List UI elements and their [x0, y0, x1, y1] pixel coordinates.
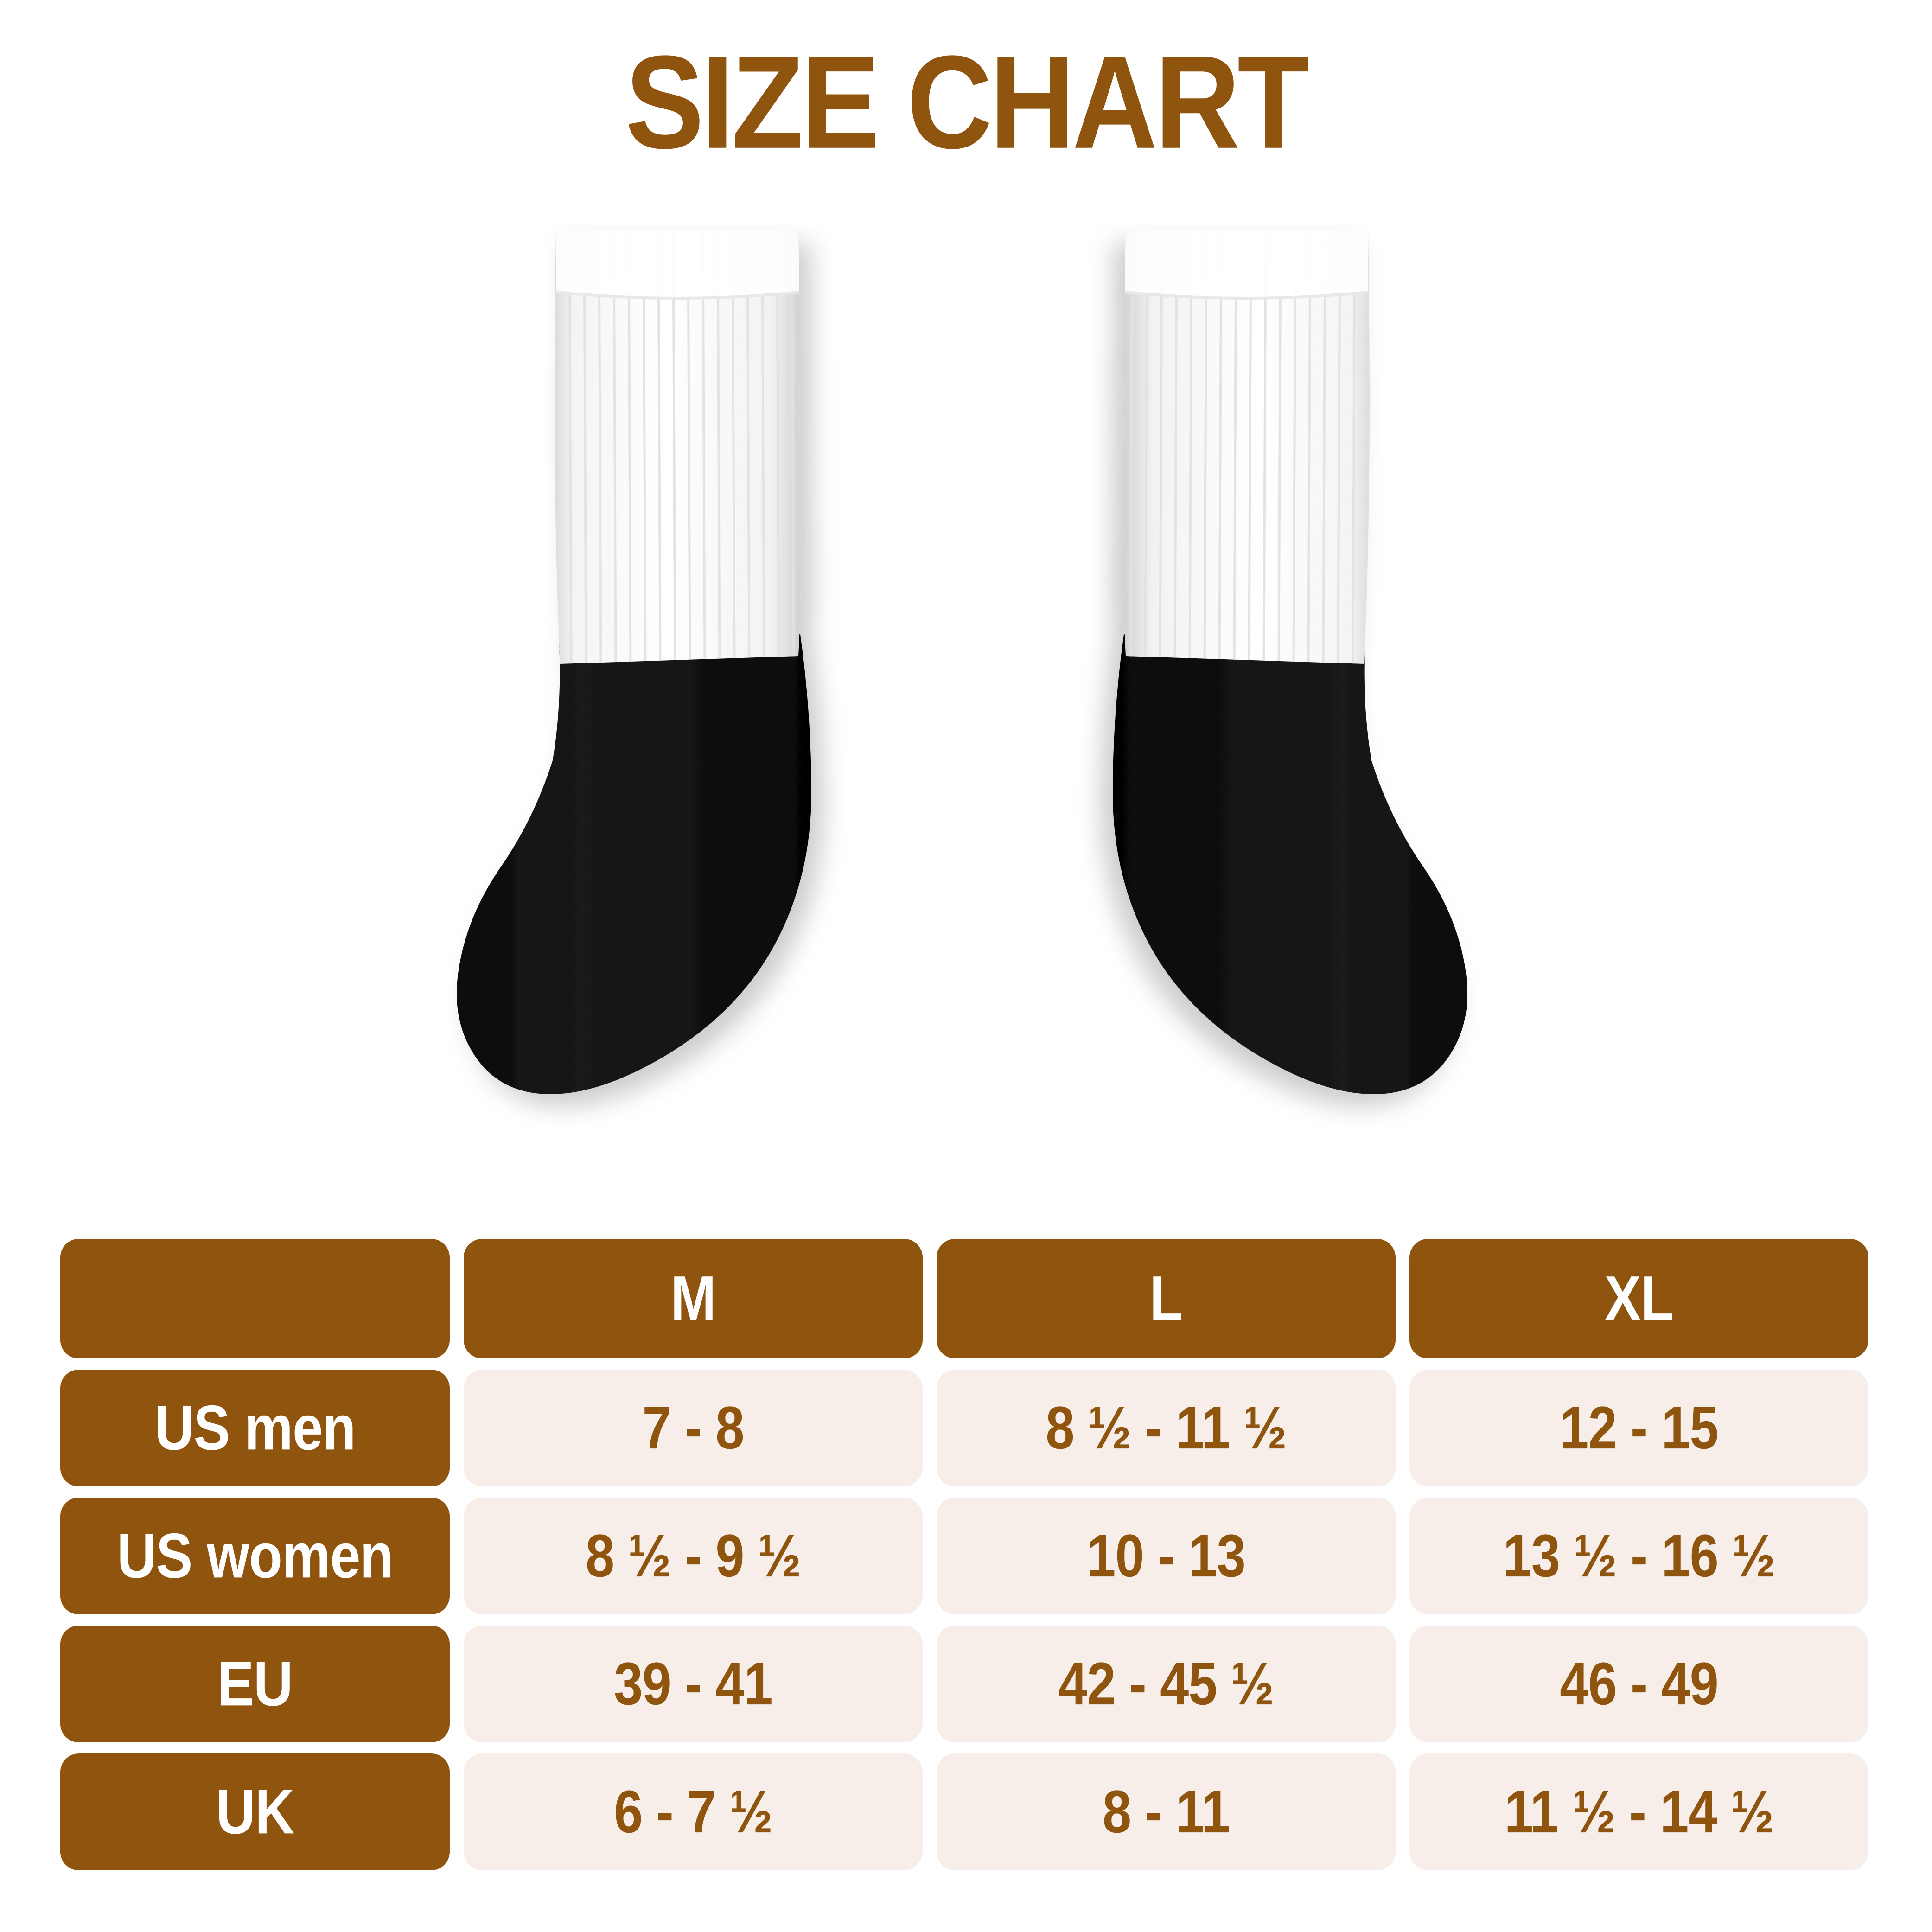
cell-value: 13 ½ - 16 ½: [1503, 1522, 1776, 1589]
table-row: EU 39 - 41 42 - 45 ½ 46 - 49: [60, 1626, 1868, 1742]
header-cell-xl: XL: [1409, 1239, 1868, 1358]
header-label-l: L: [1149, 1263, 1183, 1334]
row-label-text: EU: [217, 1648, 293, 1720]
row-label-us-men: US men: [60, 1370, 450, 1486]
cell-us-men-l: 8 ½ - 11 ½: [937, 1370, 1396, 1486]
cell-value: 7 - 8: [642, 1394, 744, 1461]
row-label-text: UK: [216, 1776, 294, 1848]
cell-us-men-m: 7 - 8: [464, 1370, 923, 1486]
cell-value: 8 ½ - 11 ½: [1046, 1394, 1287, 1461]
size-table: M L XL US men 7 - 8 8 ½ - 11 ½ 12 - 15: [60, 1239, 1868, 1870]
header-label-xl: XL: [1604, 1263, 1674, 1334]
cell-us-women-m: 8 ½ - 9 ½: [464, 1498, 923, 1614]
header-cell-m: M: [464, 1239, 923, 1358]
sock-left: [445, 223, 937, 1178]
cell-uk-m: 6 - 7 ½: [464, 1753, 923, 1870]
cell-value: 12 - 15: [1560, 1394, 1719, 1461]
table-row: US women 8 ½ - 9 ½ 10 - 13 13 ½ - 16 ½: [60, 1498, 1868, 1614]
cell-value: 11 ½ - 14 ½: [1504, 1778, 1774, 1845]
cell-us-women-l: 10 - 13: [937, 1498, 1396, 1614]
cell-eu-xl: 46 - 49: [1409, 1626, 1868, 1742]
row-label-us-women: US women: [60, 1498, 450, 1614]
cell-us-men-xl: 12 - 15: [1409, 1370, 1868, 1486]
row-label-eu: EU: [60, 1626, 450, 1742]
page-title: SIZE CHART: [625, 28, 1310, 177]
cell-value: 8 ½ - 9 ½: [585, 1522, 801, 1589]
cell-uk-l: 8 - 11: [937, 1753, 1396, 1870]
cell-value: 42 - 45 ½: [1058, 1650, 1274, 1717]
header-cell-l: L: [937, 1239, 1396, 1358]
header-corner-cell: [60, 1239, 450, 1358]
cell-value: 10 - 13: [1087, 1522, 1246, 1589]
table-row: US men 7 - 8 8 ½ - 11 ½ 12 - 15: [60, 1370, 1868, 1486]
cell-eu-m: 39 - 41: [464, 1626, 923, 1742]
header-label-m: M: [670, 1263, 716, 1334]
cell-value: 6 - 7 ½: [614, 1778, 773, 1845]
cell-value: 46 - 49: [1560, 1650, 1719, 1717]
cell-eu-l: 42 - 45 ½: [937, 1626, 1396, 1742]
table-row: UK 6 - 7 ½ 8 - 11 11 ½ - 14 ½: [60, 1753, 1868, 1870]
cell-value: 8 - 11: [1102, 1778, 1230, 1845]
cell-us-women-xl: 13 ½ - 16 ½: [1409, 1498, 1868, 1614]
cell-uk-xl: 11 ½ - 14 ½: [1409, 1753, 1868, 1870]
socks-illustration: [457, 231, 1467, 1095]
table-header-row: M L XL: [60, 1239, 1868, 1358]
row-label-text: US men: [154, 1392, 356, 1464]
cell-value: 39 - 41: [614, 1650, 773, 1717]
sock-right: [988, 223, 1479, 1178]
row-label-uk: UK: [60, 1753, 450, 1870]
row-label-text: US women: [117, 1520, 393, 1592]
